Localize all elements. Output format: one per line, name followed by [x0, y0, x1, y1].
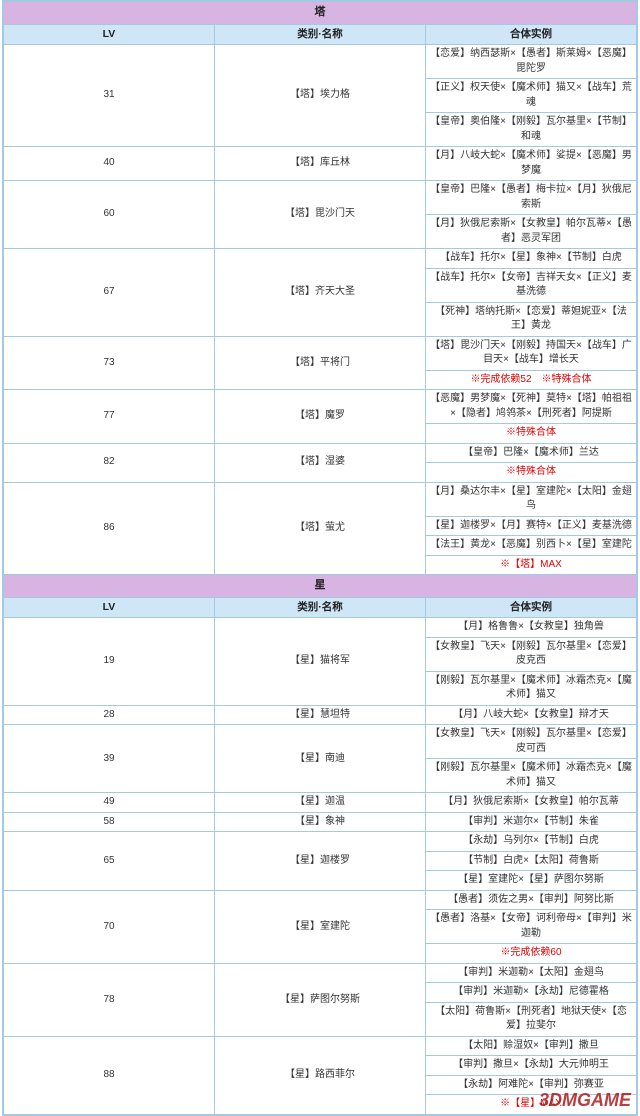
cell-name: 【塔】毘沙门天: [215, 181, 426, 249]
cell-lv: 31: [4, 45, 215, 147]
cell-example: 【永劫】阿难陀×【审判】弥赛亚: [426, 1075, 637, 1095]
cell-example: 【月】狄俄尼索斯×【女教皇】帕尔瓦蒂×【愚者】恶灵军团: [426, 215, 637, 249]
cell-example: 【刚毅】瓦尔基里×【魔术师】冰霜杰克×【魔术师】猫又: [426, 759, 637, 793]
cell-example: 【月】狄俄尼索斯×【女教皇】帕尔瓦蒂: [426, 793, 637, 813]
cell-example: 【恋爱】纳西瑟斯×【愚者】斯莱姆×【恶魔】毘陀罗: [426, 45, 637, 79]
cell-example: 【审判】撒旦×【永劫】大元帅明王: [426, 1056, 637, 1076]
col-header-lv: LV: [4, 24, 215, 44]
cell-example: 【太阳】荷鲁斯×【刑死者】地狱天使×【恋爱】拉斐尔: [426, 1002, 637, 1036]
cell-name: 【塔】平将门: [215, 336, 426, 390]
cell-example: 【女教皇】飞天×【刚毅】瓦尔基里×【恋爱】皮克西: [426, 637, 637, 671]
cell-name: 【塔】齐天大圣: [215, 249, 426, 337]
cell-name: 【塔】库丘林: [215, 147, 426, 181]
col-header-name: 类别·名称: [215, 598, 426, 618]
cell-lv: 40: [4, 147, 215, 181]
col-header-example: 合体实例: [426, 24, 637, 44]
cell-lv: 77: [4, 390, 215, 444]
cell-lv: 73: [4, 336, 215, 390]
section-header: 星: [4, 575, 637, 598]
cell-example: ※【星】MAX: [426, 1095, 637, 1115]
cell-name: 【星】萨图尔努斯: [215, 963, 426, 1036]
col-header-name: 类别·名称: [215, 24, 426, 44]
cell-example: 【法王】黄龙×【恶魔】别西卜×【星】室建陀: [426, 536, 637, 556]
cell-lv: 60: [4, 181, 215, 249]
cell-lv: 49: [4, 793, 215, 813]
cell-example: 【正义】权天使×【魔术师】猫又×【战车】荒魂: [426, 79, 637, 113]
cell-example: 【皇帝】巴隆×【愚者】梅卡拉×【月】狄俄尼索斯: [426, 181, 637, 215]
cell-lv: 86: [4, 482, 215, 575]
cell-example: 【恶魔】男梦魔×【死神】莫特×【塔】帕祖祖×【隐者】鸠鸰茶×【刑死者】阿提斯: [426, 390, 637, 424]
section-header: 塔: [4, 2, 637, 25]
cell-example: 【死神】塔纳托斯×【恋爱】蒂妲妮亚×【法王】黄龙: [426, 302, 637, 336]
cell-name: 【星】象神: [215, 812, 426, 832]
cell-example: 【战车】托尔×【女帝】吉祥天女×【正义】麦基洗德: [426, 268, 637, 302]
cell-name: 【星】室建陀: [215, 890, 426, 963]
cell-example: 【刚毅】瓦尔基里×【魔术师】冰霜杰克×【魔术师】猫又: [426, 671, 637, 705]
cell-lv: 82: [4, 443, 215, 482]
cell-name: 【塔】萤尤: [215, 482, 426, 575]
cell-name: 【塔】湿婆: [215, 443, 426, 482]
cell-name: 【塔】埃力格: [215, 45, 426, 147]
cell-example: ※完成依赖60: [426, 944, 637, 964]
cell-example: 【太阳】赊湿奴×【审判】撒旦: [426, 1036, 637, 1056]
page-container: { "watermark_text": "3DMGAME", "sections…: [2, 0, 638, 1116]
cell-lv: 19: [4, 618, 215, 706]
cell-example: ※特殊合体: [426, 463, 637, 483]
cell-example: 【愚者】须佐之男×【审判】阿努比斯: [426, 890, 637, 910]
cell-example: ※特殊合体: [426, 424, 637, 444]
cell-name: 【星】路西菲尔: [215, 1036, 426, 1114]
col-header-example: 合体实例: [426, 598, 637, 618]
cell-name: 【塔】魔罗: [215, 390, 426, 444]
cell-lv: 28: [4, 705, 215, 725]
cell-example: 【星】室建陀×【星】萨图尔努斯: [426, 871, 637, 891]
cell-example: 【塔】毘沙门天×【刚毅】持国天×【战车】广目天×【战车】增长天: [426, 336, 637, 370]
cell-example: 【审判】米迦尔×【节制】朱雀: [426, 812, 637, 832]
cell-name: 【星】迦楼罗: [215, 832, 426, 891]
cell-lv: 78: [4, 963, 215, 1036]
cell-example: 【月】八岐大蛇×【魔术师】娑提×【恶魔】男梦魔: [426, 147, 637, 181]
cell-example: ※【塔】MAX: [426, 555, 637, 575]
col-header-lv: LV: [4, 598, 215, 618]
cell-name: 【星】慧坦特: [215, 705, 426, 725]
cell-lv: 39: [4, 725, 215, 793]
cell-example: 【女教皇】飞天×【刚毅】瓦尔基里×【恋爱】皮可西: [426, 725, 637, 759]
cell-lv: 67: [4, 249, 215, 337]
cell-example: 【审判】米迦勒×【太阳】金翅鸟: [426, 963, 637, 983]
cell-example: 【月】桑达尔丰×【星】室建陀×【太阳】金翅鸟: [426, 482, 637, 516]
cell-name: 【星】迦温: [215, 793, 426, 813]
main-table: 塔LV类别·名称合体实例31【塔】埃力格【恋爱】纳西瑟斯×【愚者】斯莱姆×【恶魔…: [3, 1, 637, 1115]
cell-example: 【皇帝】巴隆×【魔术师】兰达: [426, 443, 637, 463]
cell-example: ※完成依赖52 ※特殊合体: [426, 370, 637, 390]
cell-lv: 70: [4, 890, 215, 963]
cell-example: 【节制】白虎×【太阳】荷鲁斯: [426, 851, 637, 871]
cell-example: 【永劫】乌列尔×【节制】白虎: [426, 832, 637, 852]
cell-name: 【星】猫将军: [215, 618, 426, 706]
cell-example: 【星】迦楼罗×【月】赛特×【正义】麦基洗德: [426, 516, 637, 536]
cell-example: 【审判】米迦勒×【永劫】尼德霍格: [426, 983, 637, 1003]
cell-example: 【月】八岐大蛇×【女教皇】辩才天: [426, 705, 637, 725]
cell-example: 【愚者】洛基×【女帝】诃利帝母×【审判】米迦勒: [426, 910, 637, 944]
cell-example: 【战车】托尔×【星】象神×【节制】白虎: [426, 249, 637, 269]
cell-example: 【月】格鲁鲁×【女教皇】独角兽: [426, 618, 637, 638]
cell-lv: 88: [4, 1036, 215, 1114]
cell-lv: 65: [4, 832, 215, 891]
cell-lv: 58: [4, 812, 215, 832]
cell-example: 【皇帝】奥伯隆×【刚毅】瓦尔基里×【节制】和魂: [426, 113, 637, 147]
cell-name: 【星】南迪: [215, 725, 426, 793]
